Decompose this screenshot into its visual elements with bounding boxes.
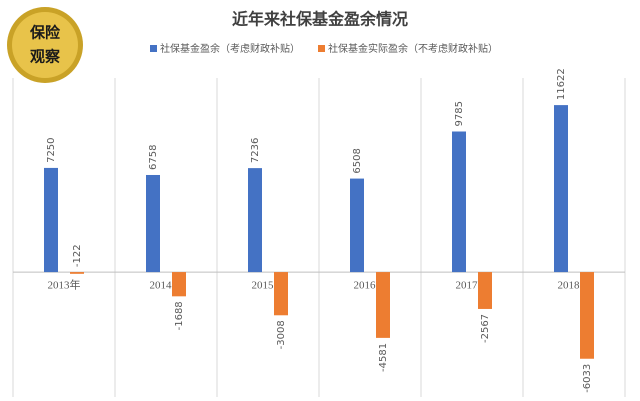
logo-text: 保险 <box>29 24 61 42</box>
logo-text: 观察 <box>30 48 61 66</box>
legend-label: 社保基金盈余（考虑财政补贴） <box>160 42 300 55</box>
bar <box>580 272 594 359</box>
data-label: 7250 <box>46 137 57 162</box>
bar <box>274 272 288 316</box>
bar <box>248 168 262 273</box>
bar <box>350 178 364 273</box>
data-label: -1688 <box>174 301 185 330</box>
bar <box>478 272 492 309</box>
legend-swatch <box>150 45 157 52</box>
bar <box>554 105 568 273</box>
chart-title: 近年来社保基金盈余情况 <box>232 10 408 29</box>
bar <box>70 272 84 274</box>
data-label: 9785 <box>454 101 465 126</box>
data-label: -3008 <box>276 320 287 349</box>
x-tick-label: 2013年 <box>48 278 81 292</box>
data-label: 6758 <box>148 145 159 170</box>
data-label: -4581 <box>378 343 389 372</box>
bar <box>146 174 160 273</box>
data-label: -122 <box>72 244 83 267</box>
data-label: 7236 <box>250 138 261 163</box>
data-label: -2567 <box>480 314 491 343</box>
legend-label: 社保基金实际盈余（不考虑财政补贴） <box>328 42 498 55</box>
data-label: 6508 <box>352 148 363 173</box>
bar <box>172 272 186 297</box>
bar <box>376 272 390 338</box>
bar <box>44 167 58 273</box>
logo-badge-inner <box>12 12 78 78</box>
data-label: -6033 <box>582 364 593 393</box>
data-label: 11622 <box>556 68 567 100</box>
logo: 保险 观察 <box>7 7 83 83</box>
legend-swatch <box>318 45 325 52</box>
bar <box>452 131 466 273</box>
